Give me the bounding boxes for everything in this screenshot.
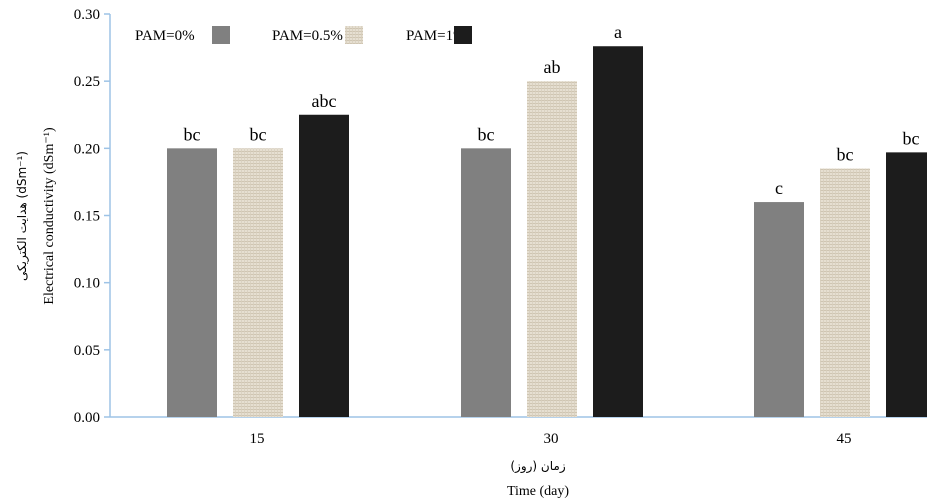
bar — [754, 202, 804, 417]
bar-letter-label: bc — [837, 144, 854, 164]
x-axis-title: Time (day) — [507, 484, 569, 499]
significance-letter-group: bc bc abc bc ab a c bc bc — [184, 22, 920, 198]
x-tick-label: 45 — [837, 431, 852, 447]
bar-group — [167, 46, 927, 418]
legend-label: PAM=0% — [135, 28, 195, 44]
bar — [233, 148, 283, 418]
y-tick-label: 0.00 — [74, 410, 100, 426]
legend-label: PAM=1% — [406, 28, 466, 44]
bar-letter-label: bc — [903, 128, 920, 148]
bar-letter-label: abc — [312, 91, 337, 111]
y-tick-label: 0.05 — [74, 343, 100, 359]
x-tick-label: 15 — [250, 431, 265, 447]
bar — [593, 46, 643, 418]
x-tick-group: 15 30 45 — [250, 431, 852, 447]
legend-swatch — [454, 26, 472, 44]
x-tick-label: 30 — [544, 431, 559, 447]
bar — [461, 148, 511, 418]
legend-label: PAM=0.5% — [272, 28, 343, 44]
y-tick-label: 0.25 — [74, 74, 100, 90]
bar-letter-label: ab — [544, 57, 561, 77]
bar-letter-label: bc — [250, 124, 267, 144]
bar — [299, 114, 349, 417]
x-axis-title-persian: زمان (روز) — [510, 459, 565, 474]
y-axis-title-persian: هدایت الکتریکی (dSm⁻¹) — [15, 151, 30, 281]
legend-swatch — [212, 26, 230, 44]
y-tick-label: 0.30 — [74, 7, 100, 23]
bar-letter-label: bc — [478, 124, 495, 144]
bar — [527, 81, 577, 418]
y-tick-label: 0.10 — [74, 276, 100, 292]
y-axis-title: Electrical conductivity (dSm⁻¹) — [42, 127, 57, 305]
y-tick-label: 0.15 — [74, 209, 100, 225]
y-tick-group: 0.00 0.05 0.10 0.15 0.20 0.25 0.30 — [74, 7, 110, 426]
bar-letter-label: bc — [184, 124, 201, 144]
y-tick-label: 0.20 — [74, 141, 100, 157]
bar — [820, 168, 870, 417]
bar-letter-label: c — [775, 178, 783, 198]
bar — [167, 148, 217, 418]
legend: PAM=0% PAM=0.5% PAM=1% — [135, 26, 472, 44]
bar — [886, 152, 927, 417]
legend-swatch — [345, 26, 363, 44]
bar-letter-label: a — [614, 22, 622, 42]
